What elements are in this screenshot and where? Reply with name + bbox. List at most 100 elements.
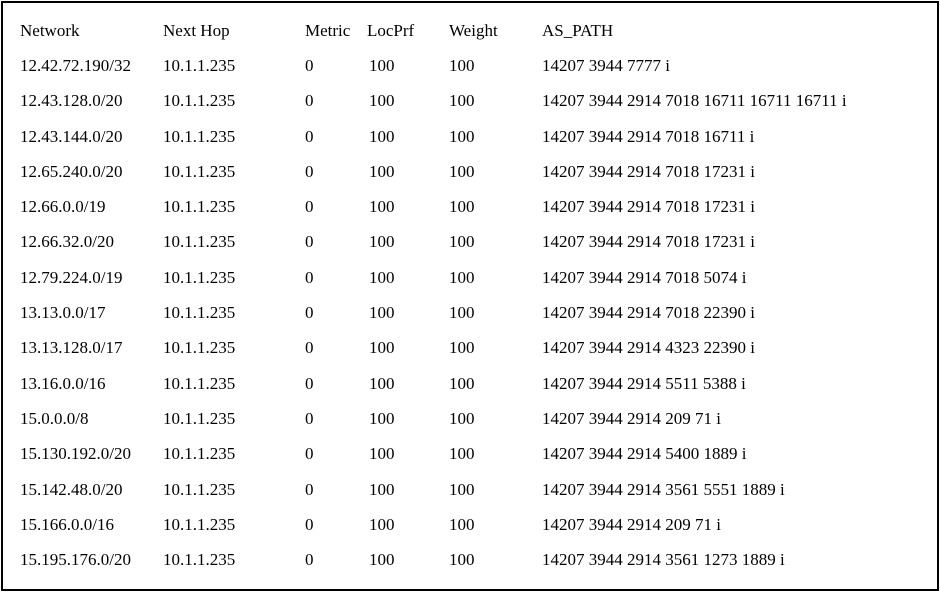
- cell-as-path: 14207 3944 2914 7018 17231 i: [542, 197, 755, 217]
- table-row: 12.43.144.0/20 10.1.1.235 0 100 100 14207 394…: [20, 119, 922, 154]
- cell-metric: 0: [305, 338, 314, 358]
- cell-metric: 0: [305, 232, 314, 252]
- table-row: 12.79.224.0/19 10.1.1.235 0 100 100 14207 394…: [20, 260, 922, 295]
- cell-network: 15.0.0.0/8: [20, 408, 89, 428]
- cell-as-path: 14207 3944 2914 7018 5074 i: [542, 267, 747, 287]
- cell-locprf: 100: [369, 267, 395, 287]
- cell-weight: 100: [449, 408, 475, 428]
- header-weight: Weight: [449, 20, 498, 40]
- table-row: 15.166.0.0/16 10.1.1.235 0 100 100 14207 3944…: [20, 507, 922, 542]
- cell-next-hop: 10.1.1.235: [163, 550, 236, 570]
- table-row: 12.66.32.0/20 10.1.1.235 0 100 100 14207 3944…: [20, 225, 922, 260]
- table-row: 13.16.0.0/16 10.1.1.235 0 100 100 14207 3944 …: [20, 366, 922, 401]
- cell-metric: 0: [305, 444, 314, 464]
- cell-next-hop: 10.1.1.235: [163, 303, 236, 323]
- cell-network: 15.166.0.0/16: [20, 514, 114, 534]
- cell-next-hop: 10.1.1.235: [163, 232, 236, 252]
- cell-as-path: 14207 3944 7777 i: [542, 55, 670, 75]
- cell-locprf: 100: [369, 408, 395, 428]
- cell-next-hop: 10.1.1.235: [163, 55, 236, 75]
- cell-next-hop: 10.1.1.235: [163, 373, 236, 393]
- table-row: 13.13.128.0/17 10.1.1.235 0 100 100 14207 394…: [20, 331, 922, 366]
- table-row: 15.0.0.0/8 10.1.1.235 0 100 100 14207 3944 29…: [20, 401, 922, 436]
- cell-metric: 0: [305, 373, 314, 393]
- cell-metric: 0: [305, 267, 314, 287]
- cell-metric: 0: [305, 197, 314, 217]
- table-row: 15.195.176.0/20 10.1.1.235 0 100 100 14207 39…: [20, 542, 922, 577]
- cell-weight: 100: [449, 303, 475, 323]
- cell-locprf: 100: [369, 303, 395, 323]
- cell-network: 15.130.192.0/20: [20, 444, 131, 464]
- cell-as-path: 14207 3944 2914 7018 16711 16711 16711 i: [542, 91, 847, 111]
- cell-locprf: 100: [369, 197, 395, 217]
- cell-as-path: 14207 3944 2914 4323 22390 i: [542, 338, 755, 358]
- cell-next-hop: 10.1.1.235: [163, 408, 236, 428]
- cell-next-hop: 10.1.1.235: [163, 514, 236, 534]
- cell-as-path: 14207 3944 2914 3561 5551 1889 i: [542, 479, 785, 499]
- cell-weight: 100: [449, 514, 475, 534]
- cell-network: 12.42.72.190/32: [20, 55, 131, 75]
- cell-locprf: 100: [369, 338, 395, 358]
- cell-next-hop: 10.1.1.235: [163, 126, 236, 146]
- cell-weight: 100: [449, 91, 475, 111]
- cell-network: 12.66.0.0/19: [20, 197, 106, 217]
- cell-weight: 100: [449, 197, 475, 217]
- cell-next-hop: 10.1.1.235: [163, 267, 236, 287]
- cell-weight: 100: [449, 267, 475, 287]
- cell-locprf: 100: [369, 479, 395, 499]
- cell-metric: 0: [305, 479, 314, 499]
- cell-weight: 100: [449, 444, 475, 464]
- cell-metric: 0: [305, 514, 314, 534]
- cell-as-path: 14207 3944 2914 3561 1273 1889 i: [542, 550, 785, 570]
- header-metric: Metric: [305, 20, 351, 40]
- cell-locprf: 100: [369, 232, 395, 252]
- cell-as-path: 14207 3944 2914 7018 22390 i: [542, 303, 755, 323]
- cell-next-hop: 10.1.1.235: [163, 338, 236, 358]
- cell-next-hop: 10.1.1.235: [163, 479, 236, 499]
- table-row: 15.142.48.0/20 10.1.1.235 0 100 100 14207 394…: [20, 472, 922, 507]
- table-row: 15.130.192.0/20 10.1.1.235 0 100 100 14207 39…: [20, 437, 922, 472]
- cell-next-hop: 10.1.1.235: [163, 197, 236, 217]
- cell-locprf: 100: [369, 514, 395, 534]
- cell-as-path: 14207 3944 2914 7018 17231 i: [542, 161, 755, 181]
- header-next-hop: Next Hop: [163, 20, 230, 40]
- cell-network: 12.43.144.0/20: [20, 126, 123, 146]
- table-row: 12.66.0.0/19 10.1.1.235 0 100 100 14207 3944 …: [20, 189, 922, 224]
- cell-metric: 0: [305, 408, 314, 428]
- cell-weight: 100: [449, 55, 475, 75]
- cell-network: 13.16.0.0/16: [20, 373, 106, 393]
- cell-weight: 100: [449, 232, 475, 252]
- cell-weight: 100: [449, 161, 475, 181]
- cell-weight: 100: [449, 338, 475, 358]
- cell-metric: 0: [305, 55, 314, 75]
- cell-network: 15.195.176.0/20: [20, 550, 131, 570]
- cell-as-path: 14207 3944 2914 7018 16711 i: [542, 126, 755, 146]
- cell-next-hop: 10.1.1.235: [163, 161, 236, 181]
- cell-as-path: 14207 3944 2914 5511 5388 i: [542, 373, 746, 393]
- cell-network: 13.13.0.0/17: [20, 303, 106, 323]
- header-network: Network: [20, 20, 80, 40]
- cell-locprf: 100: [369, 126, 395, 146]
- cell-next-hop: 10.1.1.235: [163, 91, 236, 111]
- cell-locprf: 100: [369, 91, 395, 111]
- cell-metric: 0: [305, 161, 314, 181]
- cell-network: 12.66.32.0/20: [20, 232, 114, 252]
- cell-locprf: 100: [369, 373, 395, 393]
- cell-network: 12.65.240.0/20: [20, 161, 123, 181]
- cell-as-path: 14207 3944 2914 209 71 i: [542, 408, 721, 428]
- table-row: 12.42.72.190/32 10.1.1.235 0 100 100 14207 39…: [20, 48, 922, 83]
- cell-metric: 0: [305, 303, 314, 323]
- cell-metric: 0: [305, 126, 314, 146]
- cell-locprf: 100: [369, 55, 395, 75]
- table-row: 13.13.0.0/17 10.1.1.235 0 100 100 14207 3944 …: [20, 295, 922, 330]
- cell-metric: 0: [305, 550, 314, 570]
- table-header-row: Network Next Hop Metric LocPrf Weight AS…: [20, 13, 922, 48]
- cell-weight: 100: [449, 550, 475, 570]
- cell-next-hop: 10.1.1.235: [163, 444, 236, 464]
- cell-locprf: 100: [369, 444, 395, 464]
- cell-weight: 100: [449, 479, 475, 499]
- cell-locprf: 100: [369, 161, 395, 181]
- cell-metric: 0: [305, 91, 314, 111]
- table-row: 12.65.240.0/20 10.1.1.235 0 100 100 14207 394…: [20, 154, 922, 189]
- cell-network: 13.13.128.0/17: [20, 338, 123, 358]
